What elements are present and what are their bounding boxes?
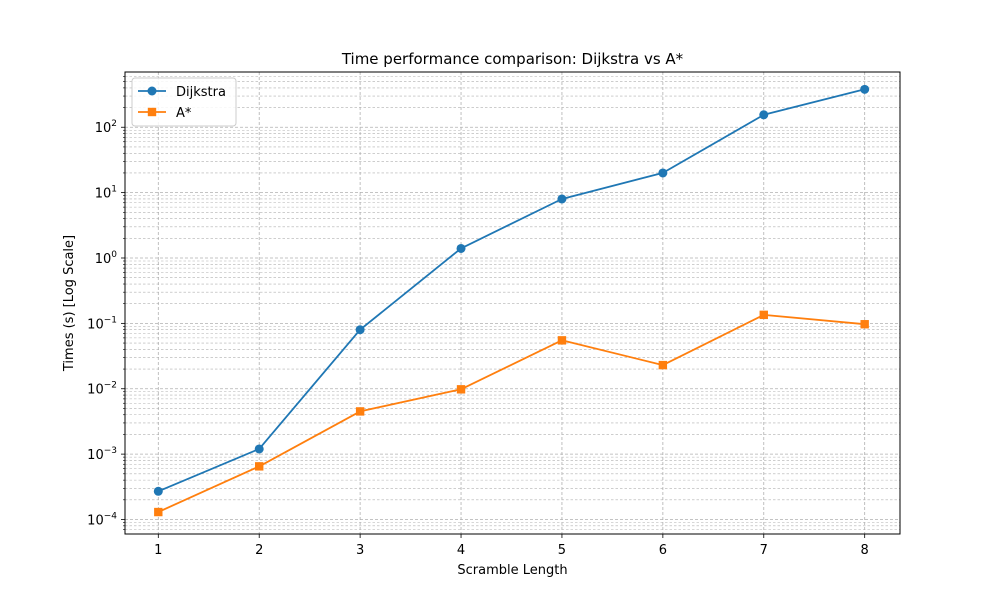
y-tick-label: 10−1 — [87, 315, 117, 332]
legend-label: A* — [176, 106, 192, 121]
legend-box — [131, 77, 237, 127]
plot-area — [125, 72, 900, 534]
series-dijkstra — [153, 84, 870, 496]
data-point — [456, 385, 466, 394]
series-a-star — [154, 310, 869, 517]
legend-item: A* — [138, 106, 192, 121]
legend: Dijkstra A* — [131, 77, 237, 127]
plot-frame — [124, 71, 901, 535]
y-tick-label: 10−4 — [87, 511, 117, 528]
legend-marker — [147, 107, 157, 117]
x-axis: 1 2 3 4 5 6 7 8 — [154, 534, 869, 558]
y-tick-label: 100 — [95, 250, 118, 267]
legend-label: Dijkstra — [176, 85, 226, 100]
y-tick-label: 10−2 — [87, 381, 117, 398]
x-tick-label: 8 — [861, 543, 869, 558]
y-tick-label: 10−3 — [87, 446, 117, 463]
data-point — [254, 444, 264, 454]
legend-item: Dijkstra — [138, 85, 226, 100]
x-tick-label: 3 — [356, 543, 364, 558]
major-grid — [125, 72, 900, 534]
data-point — [456, 243, 466, 253]
y-axis-label: Times (s) [Log Scale] — [62, 235, 77, 372]
y-tick-label: 101 — [95, 185, 117, 202]
series-layer — [153, 84, 870, 517]
data-point — [557, 336, 567, 345]
data-point — [355, 407, 365, 416]
legend-marker — [147, 86, 157, 96]
data-point — [759, 310, 768, 320]
data-point — [154, 507, 163, 517]
data-point — [658, 360, 668, 370]
chart-title: Time performance comparison: Dijkstra vs… — [341, 50, 684, 68]
data-point — [255, 462, 264, 471]
minor-grid — [125, 76, 900, 530]
y-axis: 10−4 10−3 10−2 10−1 100 101 102 — [87, 76, 125, 530]
x-axis-label: Scramble Length — [457, 563, 567, 578]
x-tick-label: 4 — [457, 543, 465, 558]
data-point — [557, 194, 567, 204]
series-line — [157, 88, 865, 493]
y-tick-label: 102 — [95, 119, 117, 136]
series-line — [157, 313, 865, 513]
data-point — [860, 320, 869, 329]
x-tick-label: 2 — [255, 543, 263, 558]
data-point — [153, 486, 163, 496]
x-tick-label: 7 — [760, 543, 768, 558]
x-tick-label: 1 — [154, 543, 162, 558]
data-point — [759, 110, 769, 120]
data-point — [860, 84, 870, 94]
x-tick-label: 5 — [558, 543, 566, 558]
data-point — [355, 325, 365, 335]
x-tick-label: 6 — [659, 543, 667, 558]
data-point — [658, 168, 668, 178]
